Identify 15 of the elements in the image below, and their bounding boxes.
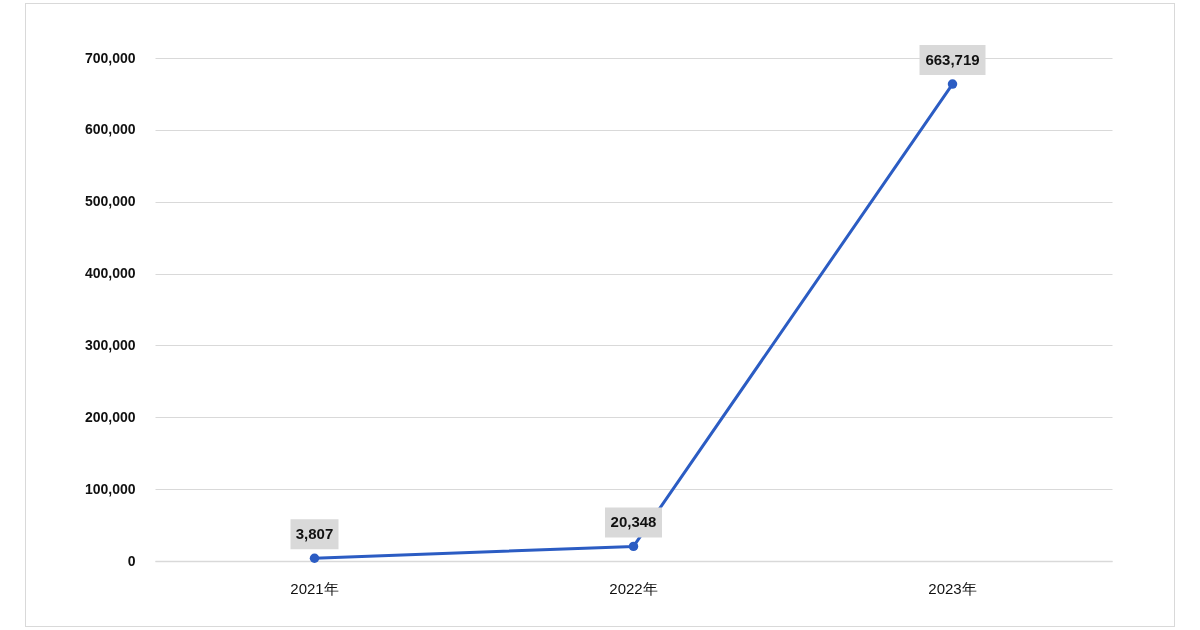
y-tick-label: 200,000 (84, 408, 136, 425)
y-tick-label: 0 (127, 552, 136, 569)
x-tick-label: 2023年 (928, 579, 977, 597)
y-tick-label: 500,000 (84, 193, 136, 210)
y-tick-label: 700,000 (84, 49, 136, 66)
data-label: 663,719 (925, 51, 980, 69)
y-tick-label: 300,000 (84, 336, 136, 353)
x-tick-label: 2021年 (290, 579, 339, 597)
y-tick-label: 400,000 (84, 265, 136, 282)
data-label: 20,348 (610, 513, 657, 531)
y-tick-label: 600,000 (84, 121, 136, 138)
chart-frame: 2021年 2022年 2023年 0 100,000 200,000 300,000 400,000 500,000 600,000 700,000 3,807 20,348 663,719 (25, 3, 1175, 627)
x-tick-label: 2022年 (609, 579, 658, 597)
data-label: 3,807 (295, 525, 334, 543)
y-tick-label: 100,000 (84, 480, 136, 497)
